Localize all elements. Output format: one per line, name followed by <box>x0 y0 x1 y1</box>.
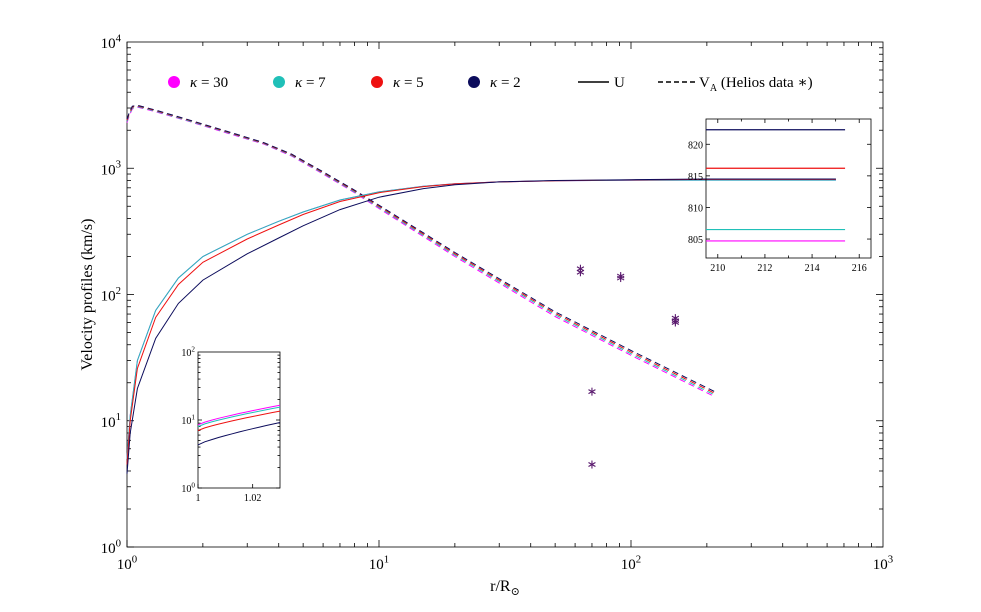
legend-marker-0 <box>168 76 180 88</box>
asterisk-stroke <box>588 462 596 468</box>
x-tick-label: 101 <box>369 553 389 573</box>
legend-marker-2 <box>371 76 383 88</box>
inset-low-line-1 <box>197 406 281 428</box>
inset-high-r: 210 212 214 216 805 810 815 820 <box>688 118 872 274</box>
y-axis-label: Velocity profiles (km/s) <box>79 219 96 371</box>
va-line-series-1 <box>126 106 716 396</box>
x-tick-label: 100 <box>117 553 137 573</box>
inset-y-tick-label: 101 <box>181 414 195 428</box>
asterisk-stroke <box>616 275 625 281</box>
inset-y-tick-label: 815 <box>688 172 703 183</box>
asterisk-stroke <box>671 320 680 325</box>
inset-y-tick-label: 102 <box>181 346 195 360</box>
x-tick-label: 103 <box>873 553 893 573</box>
helios-data-point <box>671 318 680 327</box>
legend-label-u: U <box>614 75 625 91</box>
inset-x-tick-label: 212 <box>757 263 772 274</box>
x-tick-label: 102 <box>621 553 641 573</box>
inset-y-tick-label: 810 <box>688 203 703 214</box>
plot-frame <box>126 41 884 548</box>
legend-label-va: VA (Helios data ∗) <box>699 75 813 94</box>
legend-label-3: κ = 2 <box>490 75 521 91</box>
legend-marker-3 <box>468 76 480 88</box>
asterisk-stroke <box>576 269 585 275</box>
y-tick-label: 102 <box>101 285 121 305</box>
inset-low-r: 1 1.02 100 101 102 <box>181 346 281 504</box>
legend-marker-1 <box>273 76 285 88</box>
inset-x-tick-label: 216 <box>852 263 867 274</box>
inset-low-line-3 <box>197 422 281 446</box>
inset-y-tick-label: 820 <box>688 140 703 151</box>
inset-low-line-0 <box>197 404 281 426</box>
helios-data-point <box>588 460 596 469</box>
va-line-series-2 <box>126 105 716 394</box>
inset-x-tick-label: 1.02 <box>244 493 262 504</box>
y-tick-label: 104 <box>101 32 122 52</box>
inset-x-tick-label: 1 <box>196 493 201 504</box>
inset-x-tick-label: 214 <box>805 263 820 274</box>
y-tick-label: 103 <box>101 159 121 179</box>
va-line-series-0 <box>126 106 716 398</box>
u-line-series-3 <box>126 178 836 474</box>
helios-data-point <box>576 268 585 277</box>
legend: κ = 30 κ = 7 κ = 5 κ = 2 U VA (Helios data ∗) <box>168 75 813 94</box>
legend-label-1: κ = 7 <box>295 75 326 91</box>
u-line-series-2 <box>126 178 836 465</box>
inset-frame <box>705 118 872 259</box>
helios-data-point <box>616 274 625 283</box>
inset-y-tick-label: 100 <box>181 482 195 496</box>
legend-label-2: κ = 5 <box>393 75 424 91</box>
va-line-series-3 <box>126 104 716 393</box>
y-tick-label: 100 <box>101 537 121 557</box>
legend-label-0: κ = 30 <box>190 75 228 91</box>
inset-y-tick-label: 805 <box>688 235 703 246</box>
x-axis-label: r/R⊙ <box>490 578 520 598</box>
inset-x-tick-label: 210 <box>710 263 725 274</box>
asterisk-stroke <box>588 389 596 395</box>
helios-data-point <box>588 387 596 396</box>
inset-low-line-2 <box>197 410 281 431</box>
y-tick-label: 101 <box>101 411 121 431</box>
